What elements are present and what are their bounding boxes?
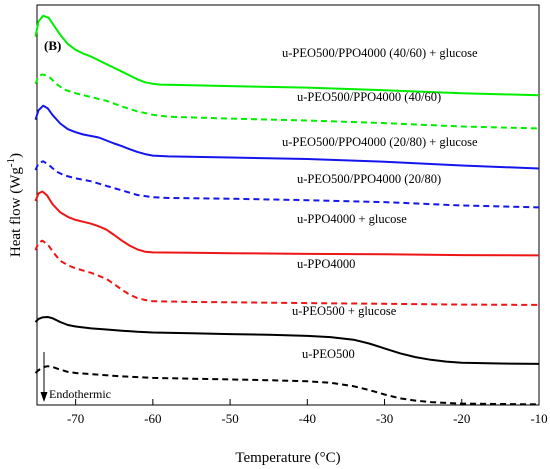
series-label-peo-ppo-2080: u-PEO500/PPO4000 (20/80)	[297, 172, 441, 186]
series-line-5-u-ppo4000	[34, 239, 540, 306]
series-line-7-u-peo500	[34, 365, 540, 406]
series-layer	[34, 14, 540, 406]
y-axis-title-superscript: -1	[5, 158, 17, 167]
x-tick-label: -50	[221, 411, 238, 426]
series-label-peo-ppo-2080-glucose: u-PEO500/PPO4000 (20/80) + glucose	[282, 135, 478, 149]
series-line-2-u-peo500-ppo4000-20-80-glucose	[34, 104, 540, 170]
x-tick-label: -20	[453, 411, 470, 426]
series-label-peo-glucose: u-PEO500 + glucose	[292, 304, 397, 318]
series-line-6-u-peo500-glucose	[34, 316, 540, 365]
x-tick-label: -70	[67, 411, 84, 426]
series-line-0-u-peo500-ppo4000-40-60-glucose	[34, 14, 540, 97]
series-label-ppo: u-PPO4000	[297, 257, 355, 271]
y-axis-title-main: Heat flow (Wg	[8, 167, 24, 257]
series-label-ppo-glucose: u-PPO4000 + glucose	[297, 212, 407, 226]
x-tick-label: -60	[144, 411, 161, 426]
plot-frame	[36, 4, 540, 406]
x-tick-label: -10	[530, 411, 547, 426]
series-line-4-u-ppo4000-glucose	[34, 190, 540, 257]
series-label-peo-ppo-4060: u-PEO500/PPO4000 (40/60)	[297, 90, 441, 104]
endothermic-arrow	[40, 352, 48, 402]
series-label-peo: u-PEO500	[302, 347, 355, 361]
series-line-1-u-peo500-ppo4000-40-60	[34, 73, 540, 130]
x-tick-label: -30	[376, 411, 393, 426]
series-line-3-u-peo500-ppo4000-20-80	[34, 160, 540, 209]
y-axis-title-close: )	[8, 153, 24, 158]
series-label-peo-ppo-4060-glucose: u-PEO500/PPO4000 (40/60) + glucose	[282, 46, 478, 60]
panel-label: (B)	[44, 38, 61, 53]
x-tick-label: -40	[299, 411, 316, 426]
endothermic-label: Endothermic	[49, 387, 111, 401]
y-axis-title: Heat flow (Wg-1)	[5, 153, 24, 257]
x-axis-ticks: -70 -60 -50 -40 -30 -20 -10	[67, 399, 548, 426]
x-axis-title: Temperature (°C)	[235, 450, 340, 466]
